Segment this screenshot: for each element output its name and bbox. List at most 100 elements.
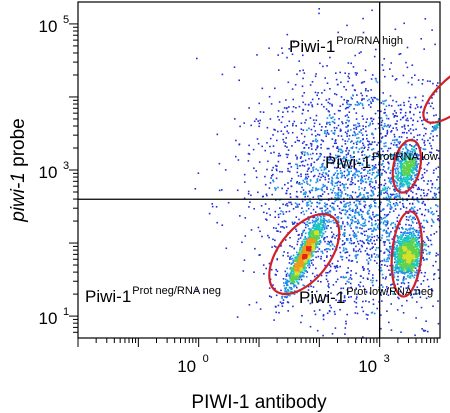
event-point [308, 257, 311, 259]
event-point [378, 228, 380, 230]
event-point [425, 219, 428, 222]
event-point [326, 221, 329, 223]
event-point [342, 287, 345, 290]
event-point [410, 162, 412, 165]
event-point [367, 172, 369, 174]
event-point [407, 274, 410, 277]
event-point [410, 246, 413, 248]
event-point [303, 147, 305, 149]
event-point [362, 210, 364, 213]
event-point [394, 190, 396, 192]
event-point [366, 318, 368, 320]
event-point [329, 304, 331, 307]
event-point [347, 80, 349, 83]
event-point [312, 220, 315, 223]
event-point [377, 169, 380, 171]
event-point [410, 171, 413, 174]
event-point [407, 285, 410, 287]
event-point [314, 275, 316, 278]
event-point [275, 168, 278, 171]
event-point [329, 248, 331, 251]
event-point [353, 250, 355, 252]
event-point [421, 138, 424, 141]
event-point [300, 271, 303, 274]
event-point [341, 121, 343, 123]
event-point [369, 124, 371, 126]
event-point [287, 280, 290, 283]
event-point [411, 64, 414, 66]
event-point [398, 240, 400, 242]
event-point [326, 121, 328, 124]
event-point [319, 239, 322, 242]
event-point [290, 290, 293, 293]
event-point [413, 232, 415, 235]
event-point [273, 128, 275, 131]
event-point [405, 262, 407, 265]
event-point [238, 143, 241, 145]
event-point [409, 229, 411, 231]
event-point [350, 167, 352, 169]
event-point [344, 72, 346, 74]
event-point [332, 174, 335, 176]
event-point [398, 187, 400, 190]
event-point [303, 165, 306, 167]
event-point [422, 251, 424, 254]
event-point [344, 115, 347, 117]
event-point [434, 127, 437, 130]
event-point [405, 159, 407, 161]
event-point [420, 283, 422, 285]
event-point [363, 189, 366, 191]
event-point [406, 183, 408, 186]
event-point [412, 263, 415, 266]
event-point [374, 177, 376, 179]
event-point [393, 110, 396, 112]
event-point [376, 214, 378, 216]
event-point [327, 110, 330, 112]
event-point [327, 175, 330, 177]
event-point [363, 194, 365, 196]
event-point [280, 130, 283, 132]
event-point [253, 271, 255, 273]
event-point [406, 182, 409, 185]
event-point [335, 265, 338, 268]
event-point [389, 172, 391, 174]
event-point [303, 192, 305, 194]
event-point [401, 178, 404, 181]
event-point [409, 208, 411, 211]
event-point [290, 262, 293, 265]
event-point [329, 269, 332, 272]
event-point [298, 267, 301, 269]
event-point [291, 221, 294, 224]
event-point [407, 174, 409, 177]
event-point [377, 122, 380, 125]
event-point [346, 103, 349, 105]
event-point [396, 235, 399, 237]
event-point [403, 272, 405, 274]
event-point [427, 245, 430, 248]
event-point [403, 172, 406, 175]
event-point [275, 199, 277, 201]
event-point [400, 175, 402, 178]
event-point [406, 275, 409, 278]
event-point [315, 226, 317, 228]
event-point [374, 223, 377, 226]
event-point [411, 217, 414, 219]
event-point [350, 96, 352, 99]
event-point [318, 188, 320, 190]
event-point [416, 139, 418, 141]
event-point [409, 168, 411, 171]
event-point [395, 250, 398, 253]
event-point [319, 232, 322, 234]
event-point [403, 232, 406, 234]
event-point [416, 254, 419, 256]
event-point [347, 159, 350, 162]
event-point [431, 126, 434, 128]
event-point [413, 136, 415, 138]
event-point [375, 166, 377, 169]
event-point [311, 272, 314, 275]
event-point [412, 158, 415, 161]
event-point [309, 264, 311, 267]
event-point [293, 280, 295, 283]
event-point [316, 201, 318, 204]
event-point [345, 203, 347, 205]
